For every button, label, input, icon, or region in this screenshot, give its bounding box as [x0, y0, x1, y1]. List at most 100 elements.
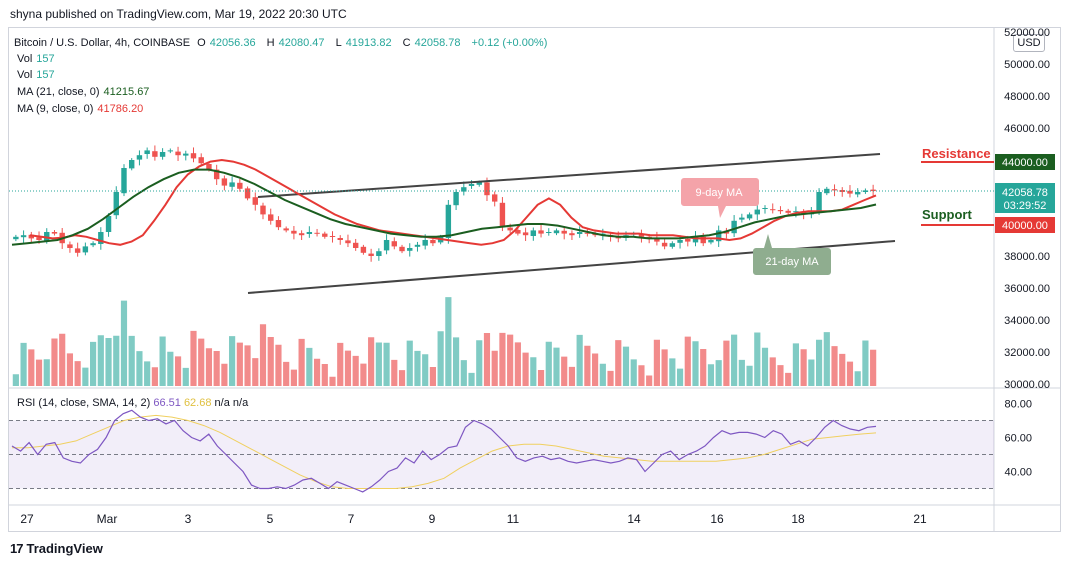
time-axis-label: 9 — [429, 512, 436, 526]
footer-text: TradingView — [26, 541, 103, 556]
volume-bar — [151, 367, 158, 386]
candle-body — [98, 232, 104, 244]
candle-body — [129, 160, 135, 169]
volume-bar — [854, 371, 861, 386]
ma9-annotation[interactable]: 9-day MA — [681, 178, 759, 218]
candle-body — [862, 190, 869, 192]
volume-bar — [259, 324, 267, 386]
price-axis-label: 46000.00 — [1004, 123, 1050, 135]
volume-bar — [630, 359, 637, 386]
rsi-legend: RSI (14, close, SMA, 14, 2) 66.51 62.68 … — [17, 397, 249, 409]
volume-bar — [815, 339, 823, 386]
volume-bars — [12, 297, 877, 386]
volume-bar — [144, 361, 151, 386]
volume-bar — [229, 336, 236, 386]
candle-body — [468, 184, 475, 186]
volume-bar — [252, 358, 259, 386]
rsi-line[interactable] — [11, 409, 877, 493]
volume-bar — [35, 359, 43, 386]
volume-bar — [761, 347, 769, 386]
rsi-axis[interactable]: 80.00 60.00 40.00 — [1004, 399, 1032, 479]
volume-bar — [707, 364, 715, 386]
volume-bar — [785, 372, 792, 386]
volume-bar — [808, 359, 815, 386]
volume-bar — [97, 335, 104, 386]
ma21-legend: MA (21, close, 0) 41215.67 — [17, 86, 150, 98]
candle-body — [67, 244, 73, 248]
time-axis-label: 14 — [627, 512, 641, 526]
volume-bar — [545, 341, 552, 386]
candle-body — [136, 155, 143, 160]
candle-body — [399, 246, 405, 252]
volume-bar — [113, 335, 120, 386]
volume-bar — [769, 357, 776, 386]
candle-body — [870, 189, 876, 192]
time-axis-label: 5 — [267, 512, 274, 526]
volume-bar — [182, 367, 189, 386]
ma9-line[interactable] — [29, 158, 877, 246]
rsi-lines — [11, 409, 877, 493]
rsi-sma-value: 62.68 — [184, 397, 212, 409]
volume-bar — [661, 349, 668, 386]
rsi-sma-line[interactable] — [12, 414, 877, 489]
candle-body — [739, 217, 745, 220]
candle-body — [677, 240, 683, 243]
candle-body — [638, 234, 645, 237]
candle-body — [669, 243, 676, 247]
time-axis[interactable]: 27 Mar 3 5 7 9 11 14 16 18 21 — [20, 512, 927, 526]
price-axis[interactable]: 52000.00 50000.00 48000.00 46000.00 44000.00… — [1004, 27, 1050, 391]
volume-bar — [846, 361, 854, 386]
candle-body — [831, 189, 838, 191]
volume-bar — [90, 341, 97, 386]
resistance-price-text: 44000.00 — [1002, 157, 1048, 169]
candle-body — [345, 240, 351, 244]
volume-bar — [59, 333, 66, 386]
candle-body — [329, 236, 336, 237]
footer-brand[interactable]: 17 TradingView — [10, 541, 103, 556]
candle-body — [754, 209, 760, 215]
channel-upper-line[interactable] — [257, 153, 881, 198]
volume-bar — [12, 374, 19, 386]
candle-body — [229, 182, 235, 187]
volume-bar — [368, 337, 375, 386]
volume-bar — [159, 336, 166, 386]
candle-body — [221, 178, 228, 186]
volume-bar — [507, 334, 514, 386]
price-axis-label: 34000.00 — [1004, 315, 1050, 327]
publisher-info: shyna published on TradingView.com, Mar … — [10, 7, 347, 21]
candle-body — [28, 234, 35, 239]
symbol-name[interactable]: Bitcoin / U.S. Dollar, 4h, COINBASE — [14, 37, 191, 49]
volume-bar — [584, 345, 591, 386]
resistance-label: Resistance — [922, 146, 991, 161]
volume-bar — [715, 360, 722, 386]
volume-bar — [236, 342, 243, 386]
volume-bar — [499, 332, 506, 386]
rsi-axis-label: 40.00 — [1004, 467, 1032, 479]
volume-bar — [692, 341, 699, 386]
time-axis-label: 21 — [913, 512, 927, 526]
candle-body — [731, 220, 737, 234]
candle-body — [237, 182, 243, 189]
volume-legend-2: Vol 157 — [17, 69, 55, 81]
volume-bar — [553, 347, 560, 386]
volume-bar — [476, 340, 483, 386]
candle-body — [700, 236, 706, 244]
candle-body — [576, 232, 583, 234]
volume-bar — [205, 348, 213, 386]
candle-body — [770, 209, 776, 211]
candle-body — [762, 208, 768, 209]
candle-body — [530, 230, 537, 236]
ma21-line[interactable] — [11, 168, 877, 246]
open-value: 42056.36 — [209, 37, 256, 49]
ma21-annotation[interactable]: 21-day MA — [753, 234, 831, 275]
volume-bar — [839, 353, 846, 386]
candle-body — [337, 238, 343, 240]
volume-bar — [82, 367, 89, 386]
candle-body — [383, 240, 390, 251]
countdown-text: 03:29:52 — [1004, 200, 1047, 212]
chart-frame — [8, 27, 1061, 532]
candle-body — [561, 230, 567, 234]
currency-button[interactable]: USD — [1013, 34, 1045, 52]
candle-body — [260, 205, 266, 215]
candle-body — [847, 190, 853, 194]
